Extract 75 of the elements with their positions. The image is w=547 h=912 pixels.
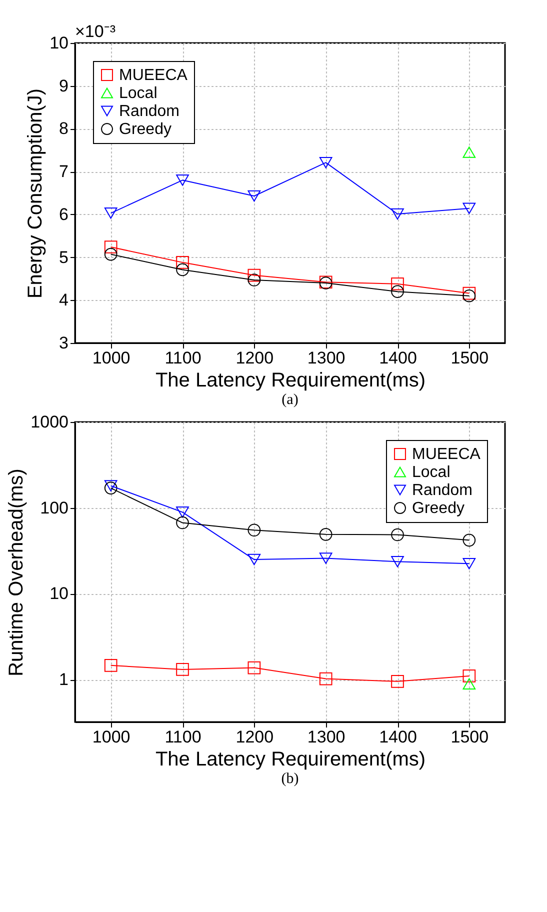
point	[248, 274, 261, 286]
point	[248, 524, 261, 537]
point	[176, 256, 189, 269]
y-tick-label: 8	[59, 119, 68, 138]
point	[319, 552, 332, 564]
point	[462, 670, 476, 682]
point	[176, 506, 189, 518]
point	[391, 675, 404, 688]
x-tick-label: 1500	[450, 728, 489, 746]
y-tick-label: 10	[50, 34, 68, 52]
text: (a)	[282, 392, 298, 408]
x-tick-label: 1200	[236, 728, 274, 746]
x-tick-label: 1300	[307, 348, 346, 368]
y-tick-label: 5	[59, 248, 68, 267]
x-tick-label: 1100	[164, 348, 202, 368]
legend-label: Greedy	[412, 500, 464, 517]
y-tick-label: 1000	[30, 412, 68, 432]
legend-label: Random	[412, 482, 472, 499]
point	[462, 202, 476, 214]
legend-label: Local	[119, 85, 158, 102]
y-axis-title: Energy Consumption(J)	[24, 88, 47, 299]
x-tick-label: 1000	[92, 348, 130, 368]
y-tick-label: 6	[59, 204, 68, 224]
legend-label: Greedy	[119, 121, 172, 138]
point	[391, 277, 404, 290]
text: ×10⁻³	[75, 22, 116, 41]
point	[391, 556, 404, 568]
point	[104, 240, 118, 254]
point	[104, 659, 118, 672]
point	[462, 289, 476, 302]
x-tick-label: 1200	[236, 348, 274, 368]
point	[462, 534, 476, 547]
point	[176, 263, 189, 276]
x-tick-label: 1000	[92, 728, 130, 746]
point	[104, 208, 118, 219]
point	[462, 558, 476, 570]
point	[462, 146, 476, 158]
x-tick-label: 1100	[164, 728, 202, 746]
y-tick-label: 4	[59, 290, 68, 310]
legend-label: Random	[119, 103, 180, 120]
x-axis-title: The Latency Requirement(ms)	[155, 370, 426, 392]
y-tick-label: 10	[50, 584, 68, 604]
x-tick-label: 1400	[379, 348, 417, 368]
point	[319, 672, 332, 686]
point	[391, 285, 404, 298]
y-tick-label: 9	[59, 76, 68, 96]
legend-label: MUEECA	[412, 446, 481, 463]
x-tick-label: 1400	[379, 728, 417, 746]
point	[176, 663, 189, 676]
x-tick-label: 1300	[307, 728, 346, 746]
point	[104, 248, 118, 261]
point	[104, 480, 118, 492]
point	[248, 268, 261, 282]
point	[248, 190, 261, 202]
point	[176, 174, 189, 186]
point	[391, 528, 404, 542]
y-tick-label: 1	[59, 670, 68, 690]
x-axis-title: The Latency Requirement(ms)	[155, 748, 426, 770]
x-tick-label: 1500	[450, 348, 489, 368]
point	[104, 482, 118, 494]
legend-label: MUEECA	[119, 67, 188, 84]
point	[176, 516, 189, 530]
point	[248, 554, 261, 566]
y-tick-label: 100	[40, 498, 68, 518]
point	[391, 208, 404, 220]
y-axis-title: Runtime Overhead(ms)	[6, 468, 28, 676]
point	[248, 661, 261, 674]
point	[462, 678, 476, 690]
point	[319, 528, 332, 541]
text: (b)	[281, 771, 299, 787]
y-tick-label: 7	[59, 162, 68, 182]
y-tick-label: 3	[59, 334, 68, 352]
legend-label: Local	[412, 464, 450, 481]
point	[462, 286, 476, 300]
point	[319, 156, 332, 168]
